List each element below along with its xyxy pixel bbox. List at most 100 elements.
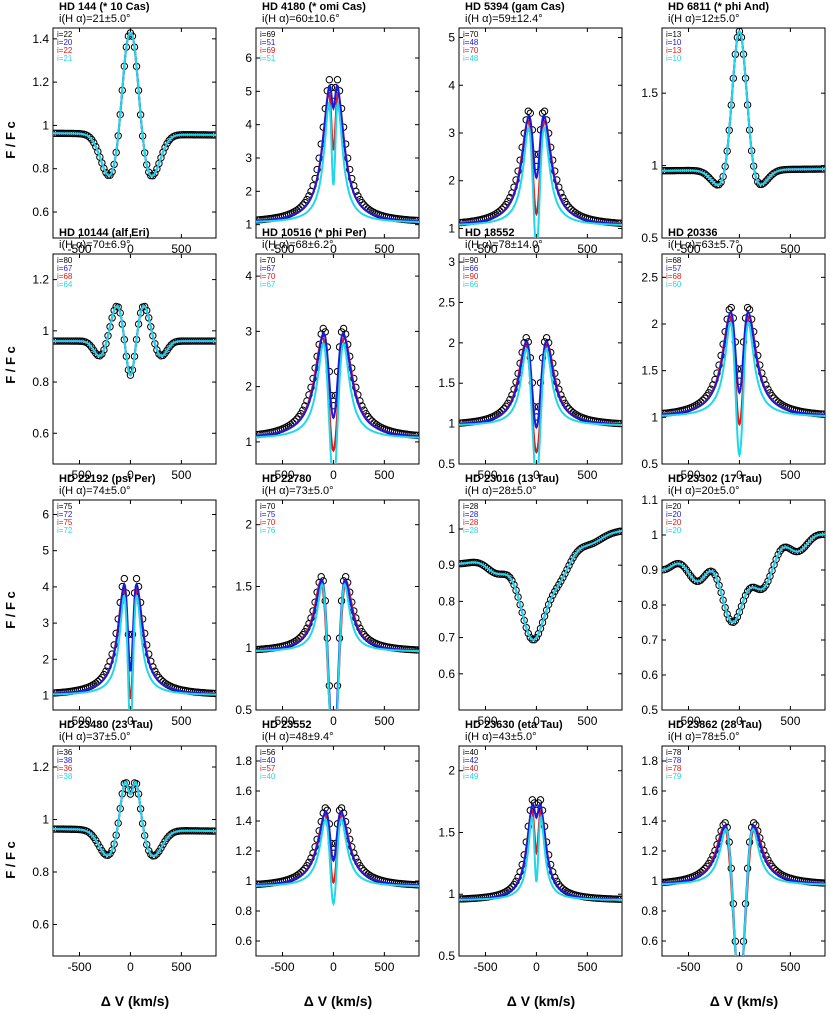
- legend-entry: i=28: [463, 526, 479, 535]
- observed-point: [544, 600, 553, 609]
- observed-point: [762, 581, 770, 589]
- panel-title: HD 22780: [262, 473, 312, 485]
- observed-point: [573, 548, 581, 556]
- observed-point: [805, 538, 813, 546]
- x-axis-label-col3: Δ V (km/s): [507, 993, 575, 1009]
- legend-entry: i=13: [666, 30, 682, 39]
- legend-entry: i=70: [260, 272, 276, 281]
- y-tick-label: 5: [448, 31, 455, 45]
- observed-point: [132, 574, 141, 583]
- panel-subtitle: i(H α)=37±5.0°: [59, 731, 131, 743]
- observed-point: [593, 537, 602, 545]
- x-tick-label: -500: [676, 468, 700, 482]
- panel-title: HD 23302 (17 Tau): [668, 473, 762, 485]
- panel-subtitle: i(H α)=78±5.0°: [668, 731, 740, 743]
- observed-point: [88, 831, 96, 839]
- x-tick-label: 500: [577, 468, 597, 482]
- legend-entry: i=75: [260, 510, 276, 519]
- axes-box: [52, 745, 217, 957]
- model-red-line: [53, 780, 216, 857]
- plot-area: [53, 574, 216, 710]
- observed-point: [764, 577, 772, 585]
- x-tick-label: -500: [676, 960, 700, 974]
- y-tick-label: 2: [245, 184, 252, 198]
- observed-point: [549, 591, 557, 599]
- legend-entry: i=78: [666, 756, 682, 765]
- x-tick-label: 0: [127, 468, 134, 482]
- observed-point: [487, 567, 496, 576]
- observed-point: [346, 165, 354, 174]
- x-tick-label: 0: [533, 714, 540, 728]
- y-tick-label: 3: [42, 616, 49, 630]
- x-tick-label: -500: [270, 960, 294, 974]
- plot-area: [256, 804, 419, 907]
- observed-point: [534, 630, 543, 638]
- x-tick-label: 500: [577, 960, 597, 974]
- y-tick-label: 1.6: [641, 784, 658, 798]
- observed-point: [711, 571, 719, 579]
- observed-point: [727, 303, 735, 312]
- x-tick-label: 500: [780, 714, 800, 728]
- panel-subtitle: i(H α)=74±5.0°: [59, 485, 131, 497]
- axes-box: [661, 499, 826, 711]
- x-tick-label: 0: [127, 242, 134, 256]
- observed-point: [597, 534, 606, 543]
- observed-point: [774, 550, 782, 559]
- x-tick-label: 500: [374, 714, 394, 728]
- y-tick-label: 0.6: [438, 667, 455, 681]
- y-tick-label: 1.5: [641, 86, 658, 100]
- panel-subtitle: i(H α)=59±12.4°: [465, 13, 543, 25]
- observed-point: [764, 175, 772, 183]
- y-tick-label: 0.8: [641, 598, 658, 612]
- legend-entry: i=28: [463, 502, 479, 511]
- y-tick-label: 1: [651, 874, 658, 888]
- axes-box: [661, 745, 826, 957]
- y-axis-label-row3: F / F c: [3, 591, 18, 629]
- y-tick-label: 5: [245, 84, 252, 98]
- legend-entry: i=78: [666, 748, 682, 757]
- x-tick-label: -500: [473, 960, 497, 974]
- observed-point: [151, 169, 159, 177]
- legend-entry: i=72: [57, 526, 73, 535]
- plot-area: [662, 303, 825, 458]
- x-tick-label: 0: [330, 714, 337, 728]
- observed-point: [85, 341, 94, 349]
- model-blue-line: [53, 780, 216, 857]
- y-tick-label: 1.4: [32, 32, 49, 46]
- y-tick-label: 1: [448, 417, 455, 431]
- x-tick-label: 500: [780, 468, 800, 482]
- x-tick-label: 0: [330, 960, 337, 974]
- observed-point: [524, 107, 532, 115]
- legend-entry: i=20: [666, 502, 682, 511]
- axes-box: [52, 499, 217, 711]
- legend-entry: i=70: [260, 256, 276, 265]
- y-tick-label: 1.2: [235, 844, 252, 858]
- model-blue-line: [256, 810, 419, 887]
- x-tick-label: 500: [171, 714, 191, 728]
- y-tick-label: 1: [245, 874, 252, 888]
- y-tick-label: 1.5: [438, 825, 455, 839]
- observed-point: [557, 577, 565, 585]
- model-blue-line: [459, 114, 622, 225]
- panel-16: HD 23862 (28 Tau)i(H α)=78±5.0° -500 0 500 0…: [641, 719, 826, 974]
- panel-subtitle: i(H α)=60±10.6°: [262, 13, 340, 25]
- legend-entry: i=79: [666, 772, 682, 781]
- legend-entry: i=90: [463, 256, 479, 265]
- x-tick-label: 0: [533, 960, 540, 974]
- plot-area: [459, 796, 622, 903]
- x-tick-label: 500: [171, 468, 191, 482]
- x-tick-label: 0: [736, 960, 743, 974]
- legend-entry: i=51: [260, 54, 276, 63]
- x-tick-label: -500: [473, 242, 497, 256]
- panel-title: HD 10144 (alf Eri): [59, 227, 150, 239]
- legend-entry: i=57: [666, 264, 682, 273]
- legend-entry: i=66: [463, 280, 479, 289]
- panel-title: HD 23862 (28 Tau): [668, 719, 762, 731]
- y-tick-label: 1: [448, 887, 455, 901]
- legend-entry: i=56: [260, 748, 276, 757]
- observed-point: [760, 179, 768, 187]
- panel-title: HD 6811 (* phi And): [668, 1, 769, 13]
- panel-2: HD 4180 (* omi Cas)i(H α)=60±10.6° -500 0 5…: [245, 1, 420, 256]
- panel-subtitle: i(H α)=20±5.0°: [668, 485, 740, 497]
- y-tick-label: 0.5: [641, 703, 658, 717]
